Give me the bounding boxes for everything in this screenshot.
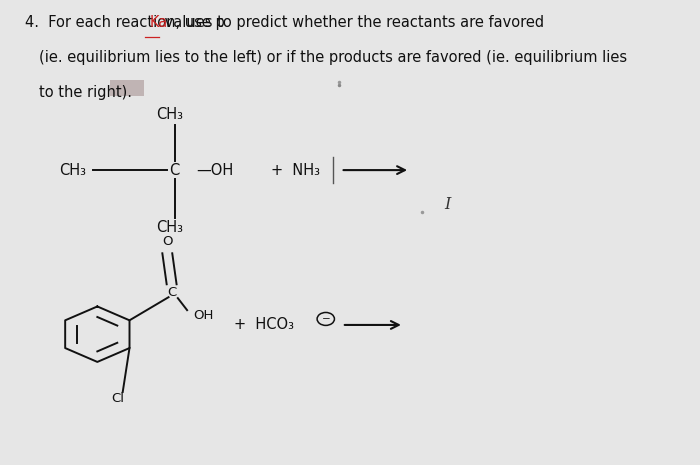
- Text: CH₃: CH₃: [156, 220, 183, 235]
- Text: —OH: —OH: [197, 163, 234, 178]
- Text: I: I: [444, 196, 450, 213]
- Text: values to predict whether the reactants are favored: values to predict whether the reactants …: [160, 15, 544, 30]
- Text: +  NH₃: + NH₃: [271, 163, 320, 178]
- Text: OH: OH: [193, 309, 214, 322]
- Text: C: C: [169, 163, 180, 178]
- Text: O: O: [162, 235, 172, 248]
- Text: −: −: [321, 314, 330, 324]
- Text: CH₃: CH₃: [59, 163, 86, 178]
- Text: Cl: Cl: [111, 392, 125, 405]
- Text: (ie. equilibrium lies to the left) or if the products are favored (ie. equilibri: (ie. equilibrium lies to the left) or if…: [38, 50, 626, 65]
- Text: +  HCO₃: + HCO₃: [234, 318, 293, 332]
- Text: to the right).: to the right).: [38, 85, 132, 100]
- Text: C: C: [167, 286, 176, 299]
- Text: CH₃: CH₃: [156, 107, 183, 122]
- FancyBboxPatch shape: [110, 80, 144, 96]
- Text: 4.  For each reaction, use p: 4. For each reaction, use p: [25, 15, 225, 30]
- Text: Ka: Ka: [150, 15, 168, 30]
